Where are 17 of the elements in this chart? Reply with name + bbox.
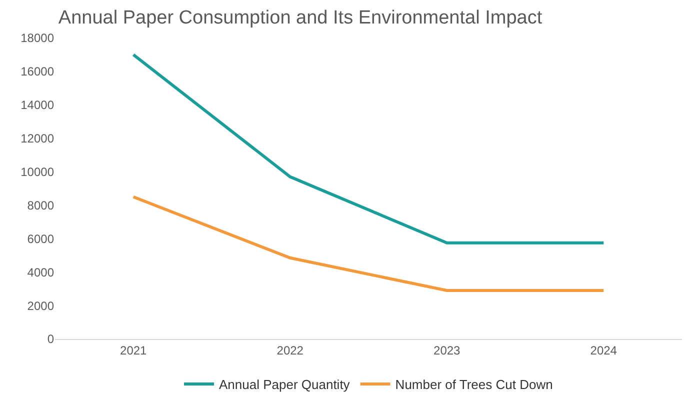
y-tick-label: 8000 — [27, 198, 54, 212]
chart-title: Annual Paper Consumption and Its Environmental Impact — [58, 7, 543, 28]
y-tick-label: 18000 — [20, 31, 54, 46]
y-tick-label: 10000 — [20, 164, 54, 179]
y-tick-label: 12000 — [20, 132, 54, 146]
x-tick-label: 2023 — [434, 343, 461, 358]
y-tick-label: 16000 — [20, 64, 54, 79]
x-tick-label: 2024 — [590, 343, 618, 358]
x-tick-label: 2022 — [276, 343, 304, 358]
y-tick-label: 0 — [47, 332, 54, 346]
y-tick-label: 4000 — [27, 265, 54, 280]
y-tick-label: 14000 — [20, 98, 54, 112]
legend-label: Number of Trees Cut Down — [395, 377, 553, 392]
y-tick-label: 2000 — [27, 298, 54, 313]
legend-label: Annual Paper Quantity — [219, 377, 350, 392]
y-tick-label: 6000 — [27, 232, 54, 246]
x-tick-label: 2021 — [120, 343, 148, 358]
